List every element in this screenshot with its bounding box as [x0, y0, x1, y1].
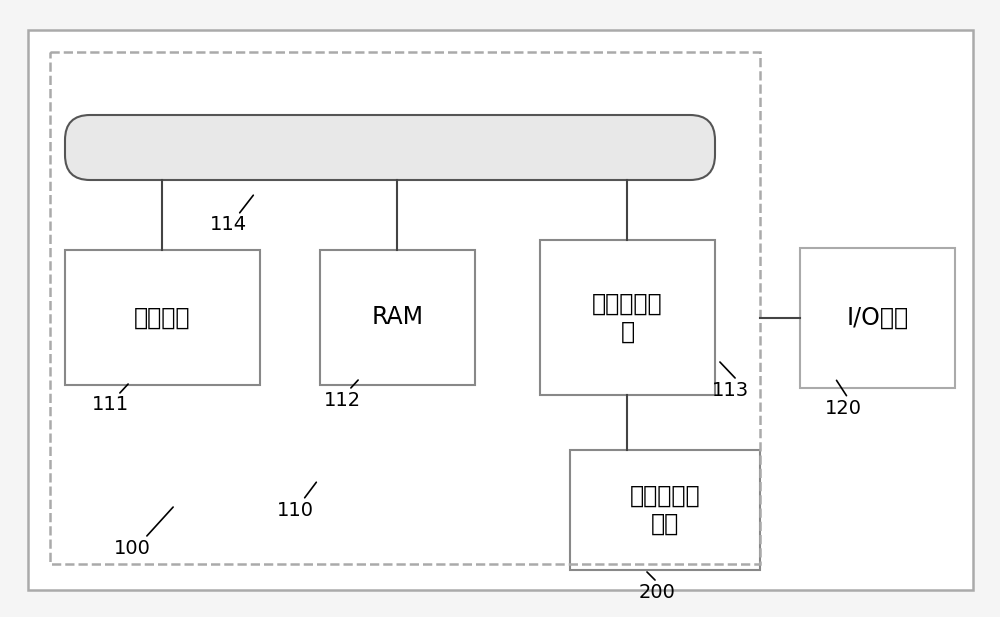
Text: 114: 114 [209, 215, 247, 234]
Text: 111: 111 [91, 395, 129, 415]
Text: 110: 110 [276, 500, 314, 520]
Text: 100: 100 [114, 539, 150, 558]
Text: 数据传输接
口: 数据传输接 口 [592, 292, 663, 344]
Text: I/O装置: I/O装置 [846, 306, 909, 330]
Text: RAM: RAM [372, 305, 424, 329]
Bar [65, 250, 260, 385]
Text: 120: 120 [824, 399, 862, 418]
FancyBboxPatch shape [65, 115, 715, 180]
Bar [570, 450, 760, 570]
Text: 200: 200 [639, 582, 675, 602]
FancyBboxPatch shape [68, 120, 718, 185]
Text: 113: 113 [711, 381, 749, 399]
Bar [800, 248, 955, 388]
Bar [540, 240, 715, 395]
Text: 112: 112 [323, 391, 361, 410]
Text: 微处理器: 微处理器 [134, 305, 191, 329]
Bar [50, 52, 760, 564]
Text: 存储器存储
装置: 存储器存储 装置 [630, 484, 700, 536]
Bar [320, 250, 475, 385]
